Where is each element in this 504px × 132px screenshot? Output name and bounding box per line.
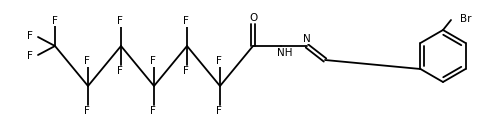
- Text: F: F: [117, 16, 123, 27]
- Text: F: F: [216, 105, 222, 116]
- Text: F: F: [27, 51, 33, 61]
- Text: F: F: [216, 56, 222, 67]
- Text: NH: NH: [277, 48, 293, 58]
- Text: F: F: [183, 16, 189, 27]
- Text: N: N: [303, 34, 311, 44]
- Text: F: F: [183, 65, 189, 76]
- Text: F: F: [27, 31, 33, 41]
- Text: F: F: [84, 105, 90, 116]
- Text: F: F: [52, 15, 58, 25]
- Text: F: F: [150, 105, 156, 116]
- Text: F: F: [84, 56, 90, 67]
- Text: Br: Br: [460, 14, 472, 24]
- Text: F: F: [117, 65, 123, 76]
- Text: O: O: [249, 13, 257, 23]
- Text: F: F: [150, 56, 156, 67]
